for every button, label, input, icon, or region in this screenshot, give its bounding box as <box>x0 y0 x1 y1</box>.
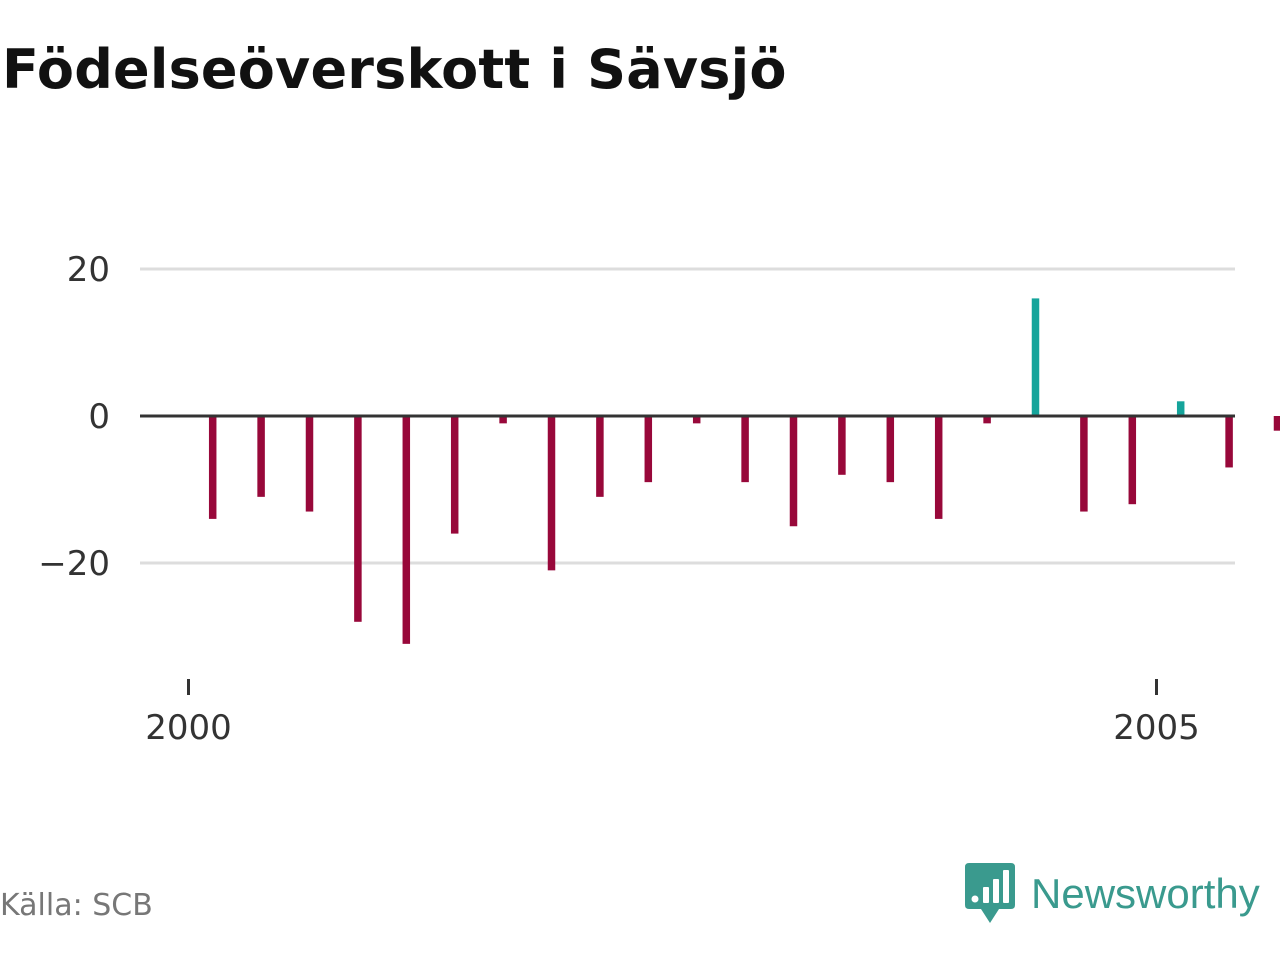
bar <box>741 416 749 483</box>
bar <box>886 416 895 483</box>
bar <box>934 416 943 519</box>
bar <box>789 416 798 527</box>
bar-chart: −20020200020052010201520202025 <box>38 250 1280 748</box>
bar <box>1031 298 1040 416</box>
bar <box>257 416 265 497</box>
bar <box>1128 416 1137 505</box>
source-label: Källa: SCB <box>0 888 153 923</box>
grid-lines <box>140 267 1235 565</box>
bar <box>692 416 701 424</box>
bar <box>596 416 604 497</box>
x-tick-label: 2000 <box>145 708 232 748</box>
chart-title: Födelseöverskott i Sävsjö <box>2 38 787 101</box>
y-tick-label: 0 <box>88 397 110 437</box>
bar <box>547 416 556 571</box>
bar <box>1273 416 1280 431</box>
brand-logo: Newsworthy <box>965 863 1260 924</box>
bar <box>983 416 991 424</box>
bar <box>1080 416 1088 512</box>
bar <box>1176 401 1185 416</box>
bar <box>1225 416 1233 468</box>
x-tick-label: 2005 <box>1113 708 1200 748</box>
y-tick-label: 20 <box>67 250 110 290</box>
y-tick-label: −20 <box>38 544 110 584</box>
bar <box>838 416 846 475</box>
bar <box>499 416 507 424</box>
bar <box>305 416 314 512</box>
bar <box>644 416 653 483</box>
bar <box>450 416 459 534</box>
axes: −20020200020052010201520202025 <box>38 250 1235 748</box>
bar <box>208 416 217 519</box>
bars <box>208 298 1280 644</box>
bar <box>354 416 362 622</box>
brand-name: Newsworthy <box>1031 870 1260 917</box>
bar <box>402 416 411 644</box>
chart-bubble-icon <box>965 863 1015 923</box>
